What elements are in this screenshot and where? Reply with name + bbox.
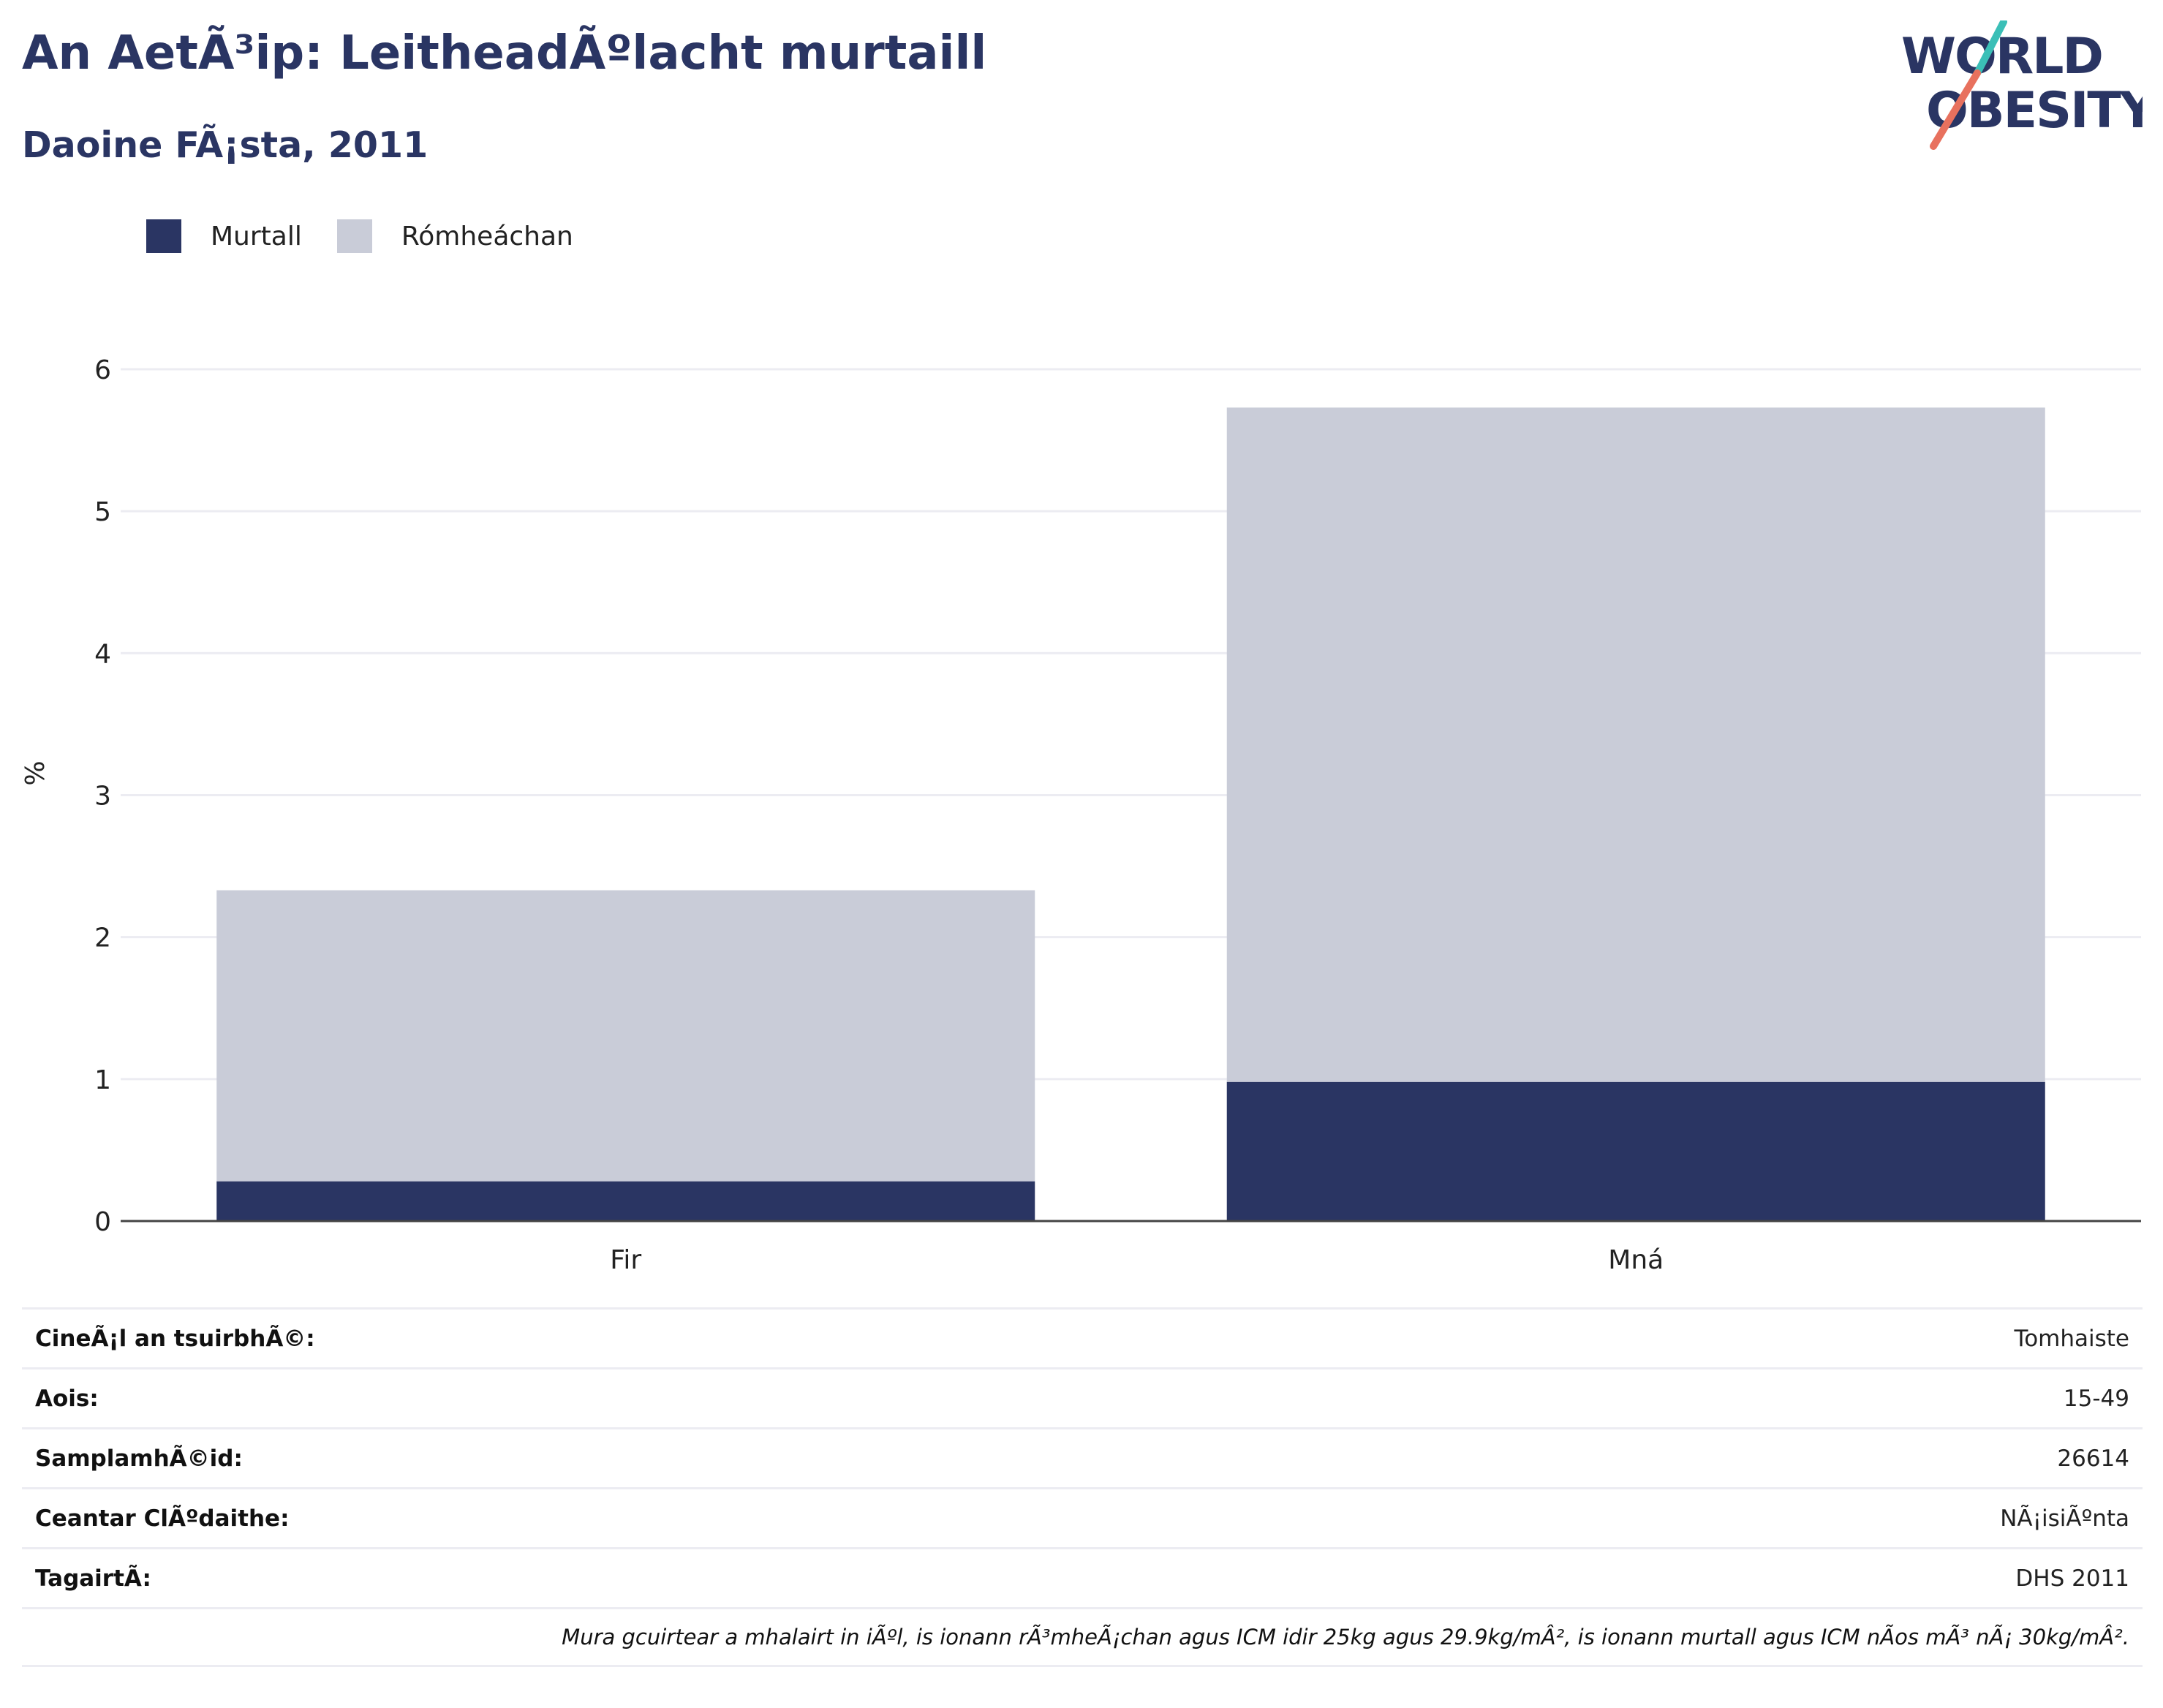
footnote-text: Mura gcuirtear a mhalairt in iÃºl, is io… — [562, 1625, 2129, 1650]
info-value: DHS 2011 — [2015, 1565, 2129, 1592]
logo-slash-bottom — [1930, 69, 1981, 150]
x-tick-label: Mná — [1608, 1245, 1664, 1272]
info-footnote: Mura gcuirtear a mhalairt in iÃºl, is io… — [22, 1607, 2143, 1667]
bar-overweight-0[interactable] — [216, 890, 1035, 1182]
chart-subtitle: Daoine FÃ¡sta, 2011 — [22, 124, 429, 166]
info-row-area-covered: Ceantar ClÃºdaithe: NÃ¡isiÃºnta — [22, 1487, 2143, 1547]
x-axis-ticks: Fir Mná — [610, 1245, 1664, 1272]
y-tick-label: 6 — [94, 355, 111, 385]
bar-overweight-1[interactable] — [1226, 407, 2045, 1082]
legend-swatch-overweight — [336, 219, 372, 253]
chart-title: An AetÃ³ip: LeitheadÃºlacht murtaill — [22, 26, 987, 80]
bar-chart: 0 1 2 3 4 5 6 Fir Mná % — [20, 355, 2141, 1272]
bars — [216, 407, 2045, 1221]
info-value: Tomhaiste — [2014, 1325, 2129, 1352]
legend-label-obesity: Murtall — [211, 221, 302, 252]
y-tick-label: 2 — [94, 923, 111, 953]
legend: Murtall Rómheáchan — [146, 218, 608, 254]
info-value: 15-49 — [2063, 1385, 2129, 1412]
y-tick-label: 3 — [94, 782, 111, 812]
info-label: SamplamhÃ©id: — [35, 1445, 243, 1472]
logo-text-line1: WORLD — [1901, 28, 2102, 86]
legend-item-overweight[interactable]: Rómheáchan — [336, 219, 573, 253]
info-row-sample-size: SamplamhÃ©id: 26614 — [22, 1427, 2143, 1487]
info-label: TagairtÃ: — [35, 1565, 151, 1592]
bar-obesity-0[interactable] — [216, 1181, 1035, 1221]
bar-obesity-1[interactable] — [1226, 1081, 2045, 1221]
legend-item-obesity[interactable]: Murtall — [146, 219, 302, 253]
info-row-survey-type: CineÃ¡l an tsuirbhÃ©: Tomhaiste — [22, 1307, 2143, 1367]
legend-label-overweight: Rómheáchan — [401, 221, 573, 252]
legend-swatch-obesity — [146, 219, 181, 253]
info-label: Aois: — [35, 1385, 99, 1412]
info-value: 26614 — [2057, 1445, 2129, 1472]
info-row-reference: TagairtÃ: DHS 2011 — [22, 1547, 2143, 1607]
y-axis-label: % — [20, 760, 50, 785]
y-axis-ticks: 0 1 2 3 4 5 6 — [94, 355, 111, 1237]
logo-slash-top — [1974, 20, 2007, 77]
y-tick-label: 0 — [94, 1207, 111, 1237]
info-row-age: Aois: 15-49 — [22, 1367, 2143, 1427]
info-label: Ceantar ClÃºdaithe: — [35, 1505, 290, 1532]
x-tick-label: Fir — [610, 1245, 641, 1272]
y-tick-label: 5 — [94, 497, 111, 527]
info-value: NÃ¡isiÃºnta — [2000, 1505, 2129, 1532]
y-tick-label: 4 — [94, 639, 111, 669]
y-tick-label: 1 — [94, 1065, 111, 1095]
survey-info-table: CineÃ¡l an tsuirbhÃ©: Tomhaiste Aois: 15… — [22, 1307, 2143, 1667]
info-label: CineÃ¡l an tsuirbhÃ©: — [35, 1325, 315, 1352]
world-obesity-logo: WORLD OBESITY — [1901, 20, 2143, 150]
